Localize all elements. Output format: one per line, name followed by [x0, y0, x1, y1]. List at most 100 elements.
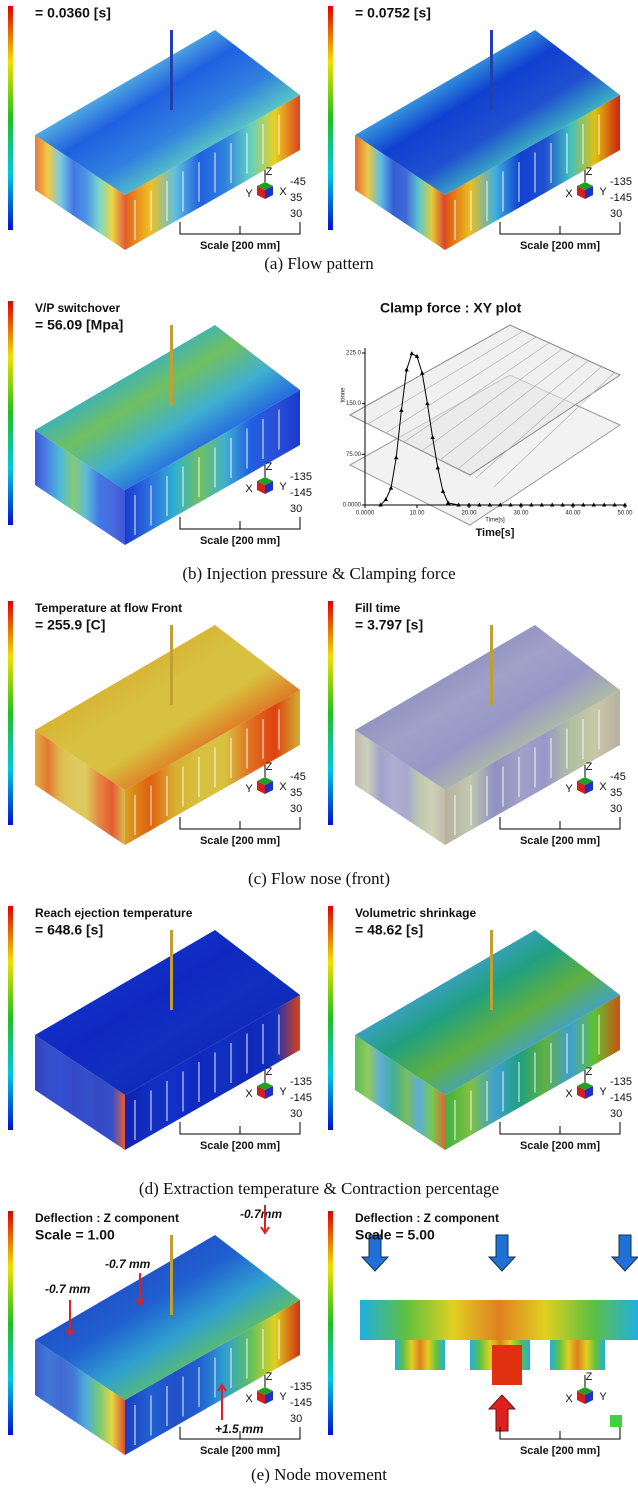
axis-letter: Z [586, 166, 593, 178]
axis-letter: X [279, 781, 287, 793]
axis-letter: Z [266, 166, 273, 178]
axis-letter: Y [245, 783, 253, 795]
panel-title: = 0.0752 [s] [355, 5, 431, 21]
sprue [170, 625, 173, 705]
view-angle: -45 [290, 771, 306, 783]
color-bar [328, 601, 333, 825]
axis-letter: Z [266, 761, 273, 773]
caption: (d) Extraction temperature & Contraction… [139, 1179, 499, 1198]
scale-label: Scale [200 mm] [200, 1445, 280, 1457]
y-tick-label: 0.0000 [343, 503, 362, 509]
panel: ZXYScale [200 mm]Deflection : Z componen… [328, 1211, 638, 1457]
view-angle: -145 [610, 1092, 632, 1104]
panel: 0.000075.00150.0225.00.000010.0020.0030.… [341, 300, 634, 539]
sprue [170, 325, 173, 405]
axis-letter: X [245, 1088, 253, 1100]
caption: (a) Flow pattern [264, 254, 374, 273]
panel: ZXY-135-14530Scale [200 mm]Volumetric sh… [328, 906, 632, 1152]
axis-letter: X [245, 483, 253, 495]
sprue [170, 930, 173, 1010]
marker [420, 371, 424, 375]
red-arrow [66, 1300, 74, 1335]
axis-letter: X [599, 781, 607, 793]
color-bar [328, 6, 333, 230]
scale-bar [180, 1122, 300, 1134]
panel-title: Reach ejection temperature [35, 906, 193, 920]
axis-letter: X [279, 186, 287, 198]
color-bar [328, 1211, 333, 1435]
axis-letter: X [565, 188, 573, 200]
axis-letter: Z [266, 461, 273, 473]
view-angle: -45 [610, 771, 626, 783]
x-tick-label: 20.00 [461, 511, 477, 517]
panel-value: = 48.62 [s] [355, 922, 423, 938]
sprue [490, 625, 493, 705]
panel-title: Deflection : Z component [355, 1211, 499, 1225]
axis-letter: Y [279, 481, 287, 493]
scale-label: Scale [200 mm] [520, 240, 600, 252]
scale-bar [180, 517, 300, 529]
panel: ZXY-135-14530Scale [200 mm]= 0.0752 [s] [328, 5, 632, 252]
view-angle: 30 [290, 1108, 302, 1120]
panel-title: V/P switchover [35, 301, 120, 315]
scale-label: Scale [200 mm] [200, 1140, 280, 1152]
axis-letter: Y [599, 1086, 607, 1098]
scale-bar [500, 222, 620, 234]
panel-value: = 648.6 [s] [35, 922, 103, 938]
scale-label: Scale [200 mm] [200, 240, 280, 252]
color-bar [8, 906, 13, 1130]
sprue [170, 30, 173, 110]
x-tick-label: 10.00 [409, 511, 425, 517]
sprue [490, 30, 493, 110]
model-core [492, 1345, 522, 1385]
view-angle: -135 [290, 471, 312, 483]
marker [410, 351, 414, 355]
panel-value: Scale = 5.00 [355, 1227, 435, 1243]
scale-label: Scale [200 mm] [200, 535, 280, 547]
sprue [490, 930, 493, 1010]
scale-label: Scale [200 mm] [520, 835, 600, 847]
view-angle: -145 [290, 1397, 312, 1409]
axis-letter: Z [266, 1066, 273, 1078]
caption: (e) Node movement [251, 1465, 387, 1484]
panel-value: Scale = 1.00 [35, 1227, 115, 1243]
view-angle: 30 [610, 208, 622, 220]
x-tick-label: 30.00 [513, 511, 529, 517]
scale-bar [180, 222, 300, 234]
panel-value: = 255.9 [C] [35, 617, 105, 633]
x-tick-label: 0.0000 [356, 511, 375, 517]
color-bar [328, 906, 333, 1130]
caption: (b) Injection pressure & Clamping force [182, 564, 455, 583]
color-bar [8, 301, 13, 525]
scale-bar [500, 1427, 620, 1439]
triad-face [610, 1415, 622, 1427]
scale-bar [180, 817, 300, 829]
axis-letter: Z [586, 1066, 593, 1078]
y-tick-label: 75.00 [346, 452, 362, 458]
y-axis-label: tonne [341, 387, 347, 403]
view-angle: 30 [290, 803, 302, 815]
panel-value: = 3.797 [s] [355, 617, 423, 633]
figure: (a) Flow patternZYX-453530Scale [200 mm]… [0, 0, 638, 1492]
view-angle: -145 [610, 192, 632, 204]
deflection-note: -0.7mm [240, 1207, 282, 1221]
axis-letter: X [565, 1393, 573, 1405]
axis-letter: X [565, 1088, 573, 1100]
axis-letter: Y [599, 1391, 607, 1403]
y-tick-label: 150.0 [346, 401, 362, 407]
arrow-down [612, 1235, 638, 1271]
view-angle: -135 [290, 1381, 312, 1393]
scale-label: Scale [200 mm] [520, 1140, 600, 1152]
panel-title: Fill time [355, 601, 401, 615]
axis-letter: Y [279, 1086, 287, 1098]
model-boss [550, 1340, 605, 1370]
axis-letter: Y [565, 783, 573, 795]
deflection-note: -0.7 mm [45, 1282, 91, 1296]
axis-letter: Y [245, 188, 253, 200]
view-angle: 30 [610, 1108, 622, 1120]
view-angle: 35 [290, 192, 302, 204]
x-tick-label: 40.00 [565, 511, 581, 517]
